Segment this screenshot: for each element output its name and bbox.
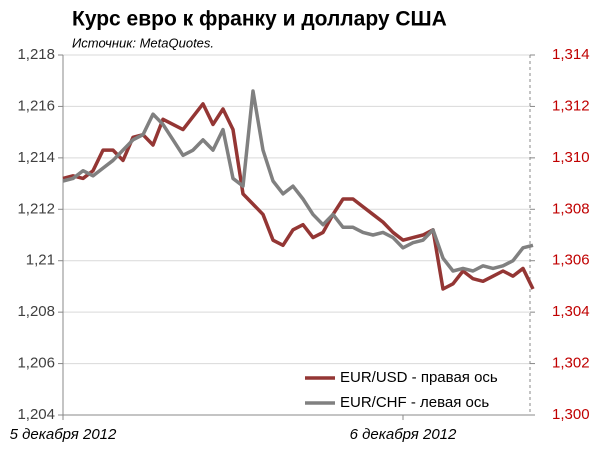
y-tick-label: 1,212	[17, 200, 55, 217]
y-tick-label: 1,204	[17, 406, 55, 423]
y-tick-label: 1,208	[17, 303, 55, 320]
chart-subtitle: Источник: MetaQuotes.	[72, 35, 214, 50]
y-tick-label: 1,214	[17, 149, 55, 166]
y2-tick-label: 1,300	[552, 406, 590, 423]
legend-label: EUR/USD - правая ось	[340, 369, 498, 386]
x-tick-label: 5 декабря 2012	[10, 426, 117, 443]
chart-title: Курс евро к франку и доллару США	[72, 8, 447, 31]
series-line	[62, 102, 535, 291]
legend-label: EUR/CHF - левая ось	[340, 394, 489, 411]
y2-tick-label: 1,302	[552, 355, 590, 372]
y2-tick-label: 1,310	[552, 149, 590, 166]
y-tick-label: 1,216	[17, 97, 55, 114]
y-tick-label: 1,206	[17, 355, 55, 372]
series-line	[62, 89, 534, 273]
y-tick-label: 1,218	[17, 46, 55, 63]
y2-tick-label: 1,312	[552, 97, 590, 114]
y2-tick-label: 1,314	[552, 46, 590, 63]
y2-tick-label: 1,306	[552, 252, 590, 269]
y-tick-label: 1,21	[26, 252, 55, 269]
y2-tick-label: 1,304	[552, 303, 590, 320]
x-tick-label: 6 декабря 2012	[350, 426, 457, 443]
y2-tick-label: 1,308	[552, 200, 590, 217]
